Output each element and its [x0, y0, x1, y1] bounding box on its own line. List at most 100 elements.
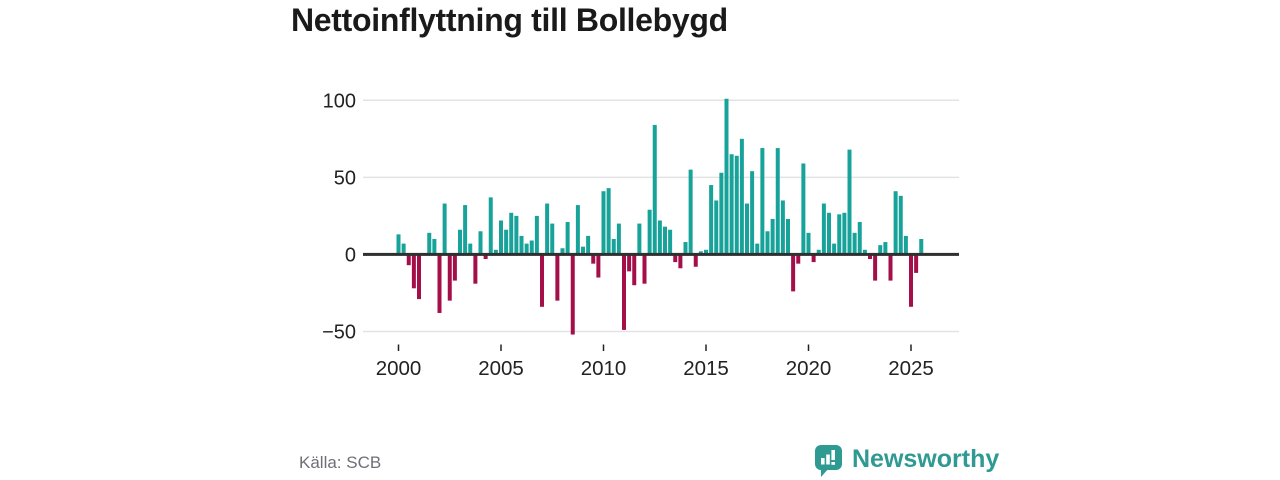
newsworthy-logo: Newsworthy [814, 444, 999, 478]
zero-baseline [363, 252, 959, 256]
bar-2002-q2 [442, 203, 447, 255]
bar-2004-q4 [493, 249, 498, 255]
bar-2002-q3 [447, 254, 452, 301]
bar-2021-q1 [827, 212, 831, 255]
x-axis-tick-label: 2020 [786, 357, 832, 380]
bar-2015-q4 [719, 172, 724, 255]
bar-2012-q2 [647, 209, 652, 255]
y-axis-tick-label: −50 [322, 321, 356, 343]
bar-2023-q4 [883, 242, 888, 255]
bar-2004-q1 [478, 231, 483, 255]
bar-2006-q1 [519, 235, 524, 255]
x-axis-tick-label: 2000 [376, 357, 422, 380]
bar-2013-q4 [678, 254, 683, 269]
bar-2011-q1 [622, 254, 626, 330]
y-axis-tick-label: 100 [323, 90, 356, 112]
bar-2009-q4 [596, 254, 601, 278]
bar-2011-q3 [632, 254, 637, 286]
bar-2007-q1 [540, 254, 544, 307]
bar-2014-q1 [683, 242, 688, 255]
bar-2022-q2 [852, 232, 857, 255]
bar-2013-q3 [673, 254, 678, 263]
bar-2021-q3 [837, 214, 842, 255]
bar-2001-q4 [432, 238, 437, 255]
bar-2016-q2 [729, 154, 734, 255]
bar-2000-q3 [406, 254, 411, 266]
bar-2024-q4 [903, 235, 908, 255]
bar-2001-q3 [427, 232, 432, 255]
bar-2016-q1 [724, 98, 729, 255]
bar-2020-q3 [816, 249, 821, 255]
bar-2015-q3 [714, 200, 719, 255]
bar-2006-q3 [529, 240, 534, 255]
bar-2016-q4 [739, 138, 744, 255]
bar-2014-q2 [688, 169, 693, 255]
bar-2021-q2 [832, 243, 837, 255]
bar-2024-q3 [898, 195, 903, 255]
bar-2012-q3 [652, 124, 657, 255]
bar-2012-q1 [642, 254, 647, 284]
bar-2004-q3 [488, 197, 493, 255]
bar-2023-q2 [873, 254, 878, 281]
bar-2006-q4 [534, 215, 539, 255]
bar-2023-q1 [868, 254, 872, 260]
bar-2008-q2 [565, 222, 570, 255]
bar-2017-q2 [750, 171, 755, 255]
bar-2013-q2 [668, 229, 673, 255]
bar-2022-q1 [847, 149, 852, 255]
bar-2008-q3 [570, 254, 575, 335]
bar-2019-q4 [801, 163, 806, 255]
x-axis-tick-label: 2025 [888, 357, 934, 380]
bar-2000-q1 [396, 234, 401, 255]
bar-2015-q2 [709, 185, 714, 255]
bar-2020-q4 [821, 203, 826, 255]
bar-2009-q2 [586, 235, 591, 255]
bar-2000-q4 [411, 254, 416, 289]
chart-title: Nettoinflyttning till Bollebygd [291, 2, 728, 38]
source-text: Källa: SCB [299, 453, 382, 472]
bar-2016-q3 [734, 155, 739, 255]
speech-bubble-bar-chart-icon [815, 445, 842, 477]
bar-2005-q4 [514, 215, 519, 255]
bar-2025-q2 [914, 254, 919, 273]
bar-2002-q4 [452, 254, 457, 281]
bar-2019-q3 [796, 254, 801, 264]
bar-2002-q1 [437, 254, 442, 313]
bar-2003-q1 [458, 229, 462, 255]
x-axis-tick-label: 2015 [683, 357, 729, 380]
bar-2024-q2 [893, 191, 898, 255]
bar-2023-q3 [878, 245, 883, 255]
bar-2010-q1 [601, 191, 606, 255]
bar-2015-q1 [704, 249, 708, 255]
bar-2018-q4 [780, 200, 785, 255]
bar-2014-q4 [698, 251, 703, 255]
x-axis-tick-label: 2005 [478, 357, 524, 380]
bar-2007-q3 [550, 223, 555, 255]
bar-2010-q4 [616, 223, 621, 255]
bar-2017-q3 [755, 243, 760, 255]
bar-2018-q3 [775, 148, 780, 255]
y-axis-tick-label: 0 [345, 244, 356, 266]
bar-2022-q4 [862, 249, 867, 255]
newsworthy-logo-text: Newsworthy [852, 445, 1000, 473]
bar-2011-q2 [627, 254, 632, 272]
bar-2005-q3 [509, 212, 514, 255]
bar-2018-q1 [765, 231, 770, 255]
bar-2011-q4 [637, 223, 642, 255]
bar-2018-q2 [770, 218, 775, 255]
bar-2020-q2 [811, 254, 816, 263]
bar-2000-q2 [401, 243, 406, 255]
bar-2003-q2 [463, 205, 468, 255]
bar-2005-q2 [504, 229, 509, 255]
bar-2005-q1 [499, 220, 503, 255]
bar-2008-q4 [575, 205, 580, 255]
bar-2013-q1 [663, 226, 667, 255]
y-axis-tick-label: 50 [334, 167, 356, 189]
bar-2003-q3 [468, 243, 473, 255]
bar-2009-q3 [591, 254, 596, 264]
bar-2022-q3 [857, 222, 862, 255]
bar-2017-q4 [760, 148, 765, 255]
bar-2019-q1 [786, 218, 790, 255]
